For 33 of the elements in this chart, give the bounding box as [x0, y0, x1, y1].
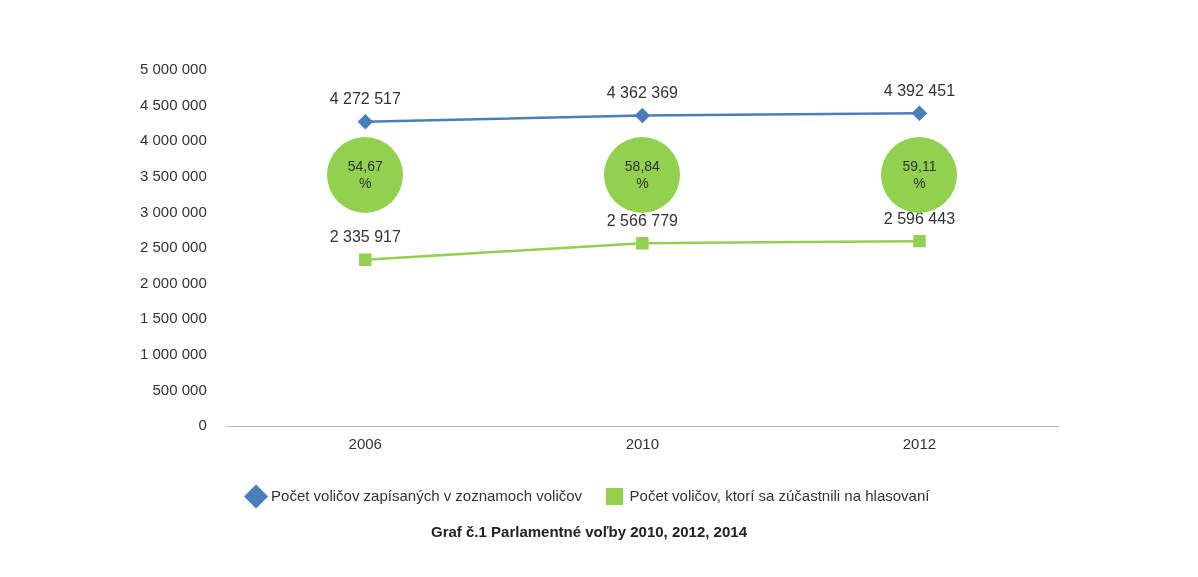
- point: [636, 237, 649, 250]
- annotation: 54,67 %: [346, 158, 384, 193]
- data-label: 2 335 917: [329, 228, 401, 246]
- y-tick-label: 4 000 000: [140, 131, 207, 149]
- point: [635, 108, 650, 123]
- x-tick-label: 2012: [902, 435, 937, 453]
- y-tick-label: 4 500 000: [140, 95, 207, 113]
- annotation: 58,84 %: [623, 158, 661, 193]
- point: [912, 106, 927, 121]
- circle-badge: 58,84 %: [604, 137, 681, 214]
- y-tick-label: 500 000: [152, 380, 207, 398]
- y-tick-label: 2 500 000: [140, 238, 207, 256]
- data-label: 2 566 779: [606, 211, 679, 229]
- y-tick-label: 2 000 000: [140, 273, 207, 291]
- data-label: 4 392 451: [883, 81, 956, 99]
- x-tick-label: 2006: [348, 435, 382, 453]
- y-tick-label: 5 000 000: [140, 60, 207, 78]
- y-tick-label: 3 500 000: [140, 166, 207, 184]
- point: [359, 253, 372, 266]
- x-tick-label: 2010: [625, 435, 660, 453]
- y-tick-label: 1 500 000: [140, 309, 207, 327]
- y-tick-label: 0: [198, 416, 207, 434]
- point: [358, 114, 373, 130]
- legend-label: Počet voličov zapísaných v zoznamoch voličov: [271, 486, 583, 504]
- circle-badge: 54,67 %: [327, 137, 404, 214]
- legend-label: Počet voličov, ktorí sa zúčastnili na hlasovaní: [629, 486, 931, 504]
- annotation: 59,11 %: [901, 158, 938, 193]
- data-label: 4 362 369: [606, 83, 679, 101]
- point: [913, 234, 926, 248]
- y-tick-label: 3 000 000: [140, 202, 207, 220]
- y-tick-label: 1 000 000: [140, 344, 207, 362]
- text: Graf č.1 Parlamentné voľby 2010, 2012, 2014: [431, 523, 748, 541]
- data-label: 4 272 517: [329, 90, 401, 108]
